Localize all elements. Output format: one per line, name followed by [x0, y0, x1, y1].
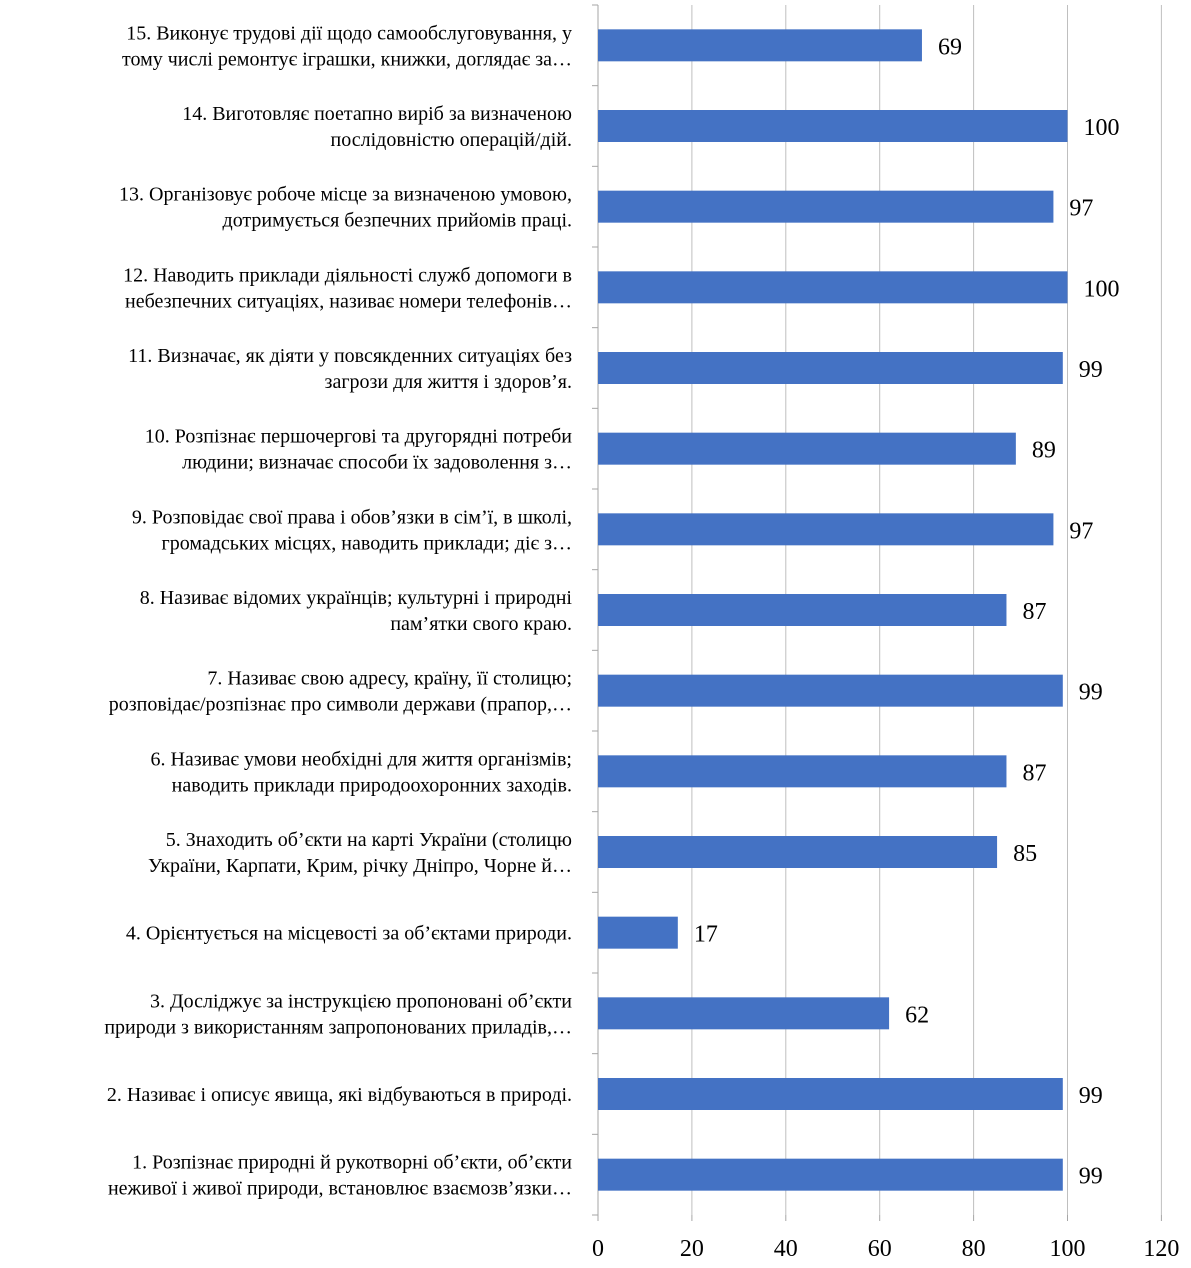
category-label: 14. Виготовляє поетапно виріб за визначе…: [182, 103, 572, 125]
category-label: загрози для життя і здоров’я.: [325, 371, 572, 393]
data-label: 100: [1084, 276, 1120, 302]
x-tick-label: 60: [868, 1236, 892, 1262]
bar: [598, 674, 1063, 707]
category-label: тому числі ремонтує іграшки, книжки, дог…: [122, 48, 572, 70]
category-label: послідовністю операцій/дій.: [331, 129, 572, 151]
category-label: пам’ятки свого краю.: [390, 613, 572, 635]
data-label: 85: [1013, 841, 1037, 867]
category-label: 10. Розпізнає першочергові та другорядні…: [145, 426, 573, 448]
category-label: небезпечних ситуаціях, називає номери те…: [125, 290, 572, 312]
bars: [598, 29, 1068, 1191]
data-label: 99: [1079, 1083, 1103, 1109]
category-label: України, Карпати, Крим, річку Дніпро, Чо…: [148, 855, 572, 877]
data-label: 17: [694, 922, 718, 948]
category-label: 2. Називає і описує явища, які відбувают…: [107, 1084, 572, 1106]
category-label: 1. Розпізнає природні й рукотворні об’єк…: [132, 1152, 572, 1174]
bar: [598, 594, 1007, 626]
category-label: природи з використанням запропонованих п…: [104, 1016, 572, 1038]
category-label: дотримується безпечних прийомів праці.: [223, 210, 572, 232]
data-label: 97: [1069, 518, 1093, 544]
category-label: 7. Називає свою адресу, країну, її столи…: [207, 668, 572, 690]
category-label: розповідає/розпізнає про символи держави…: [109, 694, 572, 716]
category-label: неживої і живої природи, встановлює взає…: [108, 1178, 572, 1200]
x-tick-label: 0: [592, 1236, 604, 1262]
category-label: 9. Розповідає свої права і обов’язки в с…: [132, 506, 572, 528]
bar: [598, 29, 922, 62]
data-label: 87: [1022, 760, 1046, 786]
category-label: громадських місцях, наводить приклади; д…: [162, 532, 573, 554]
data-label: 99: [1079, 357, 1103, 383]
data-label: 87: [1022, 599, 1046, 625]
category-labels: 15. Виконує трудові дії щодо самообслуго…: [104, 22, 572, 1199]
category-label: 4. Орієнтується на місцевості за об’єкта…: [126, 923, 572, 945]
category-label: 12. Наводить приклади діяльності служб д…: [123, 264, 572, 286]
x-tick-label: 100: [1050, 1236, 1086, 1262]
data-label: 99: [1079, 1164, 1103, 1190]
category-label: 15. Виконує трудові дії щодо самообслуго…: [126, 22, 572, 44]
x-tick-label: 40: [774, 1236, 798, 1262]
bar: [598, 997, 890, 1030]
category-label: 6. Називає умови необхідні для життя орг…: [150, 748, 572, 770]
x-tick-labels: 0 20 40 60 80 100 120: [592, 1236, 1179, 1262]
bar: [598, 755, 1007, 788]
category-label: 11. Визначає, як діяти у повсякденних си…: [128, 345, 572, 367]
bar: [598, 110, 1068, 142]
data-label: 100: [1084, 115, 1120, 141]
bar: [598, 271, 1068, 304]
category-label: людини; визначає способи їх задоволення …: [182, 452, 572, 474]
data-label: 99: [1079, 680, 1103, 706]
bar: [598, 1158, 1063, 1191]
data-label: 62: [905, 1002, 929, 1028]
x-tick-label: 20: [680, 1236, 704, 1262]
data-labels: 69 100 97 100 99 89 97 87 99 87 85 17 62 99 99: [694, 34, 1120, 1189]
bar: [598, 836, 998, 868]
data-label: 97: [1069, 196, 1093, 222]
bar: [598, 352, 1063, 384]
category-label: 5. Знаходить об’єкти на карті України (с…: [166, 829, 572, 851]
bar: [598, 190, 1054, 223]
bar: [598, 432, 1016, 465]
bar: [598, 916, 678, 949]
category-label: 13. Організовує робоче місце за визначен…: [119, 184, 572, 206]
data-label: 89: [1032, 438, 1056, 464]
category-label: наводить приклади природоохоронних заход…: [172, 774, 572, 796]
category-label: 8. Називає відомих українців; культурні …: [140, 587, 573, 609]
data-label: 69: [938, 34, 962, 60]
category-label: 3. Досліджує за інструкцією пропоновані …: [150, 990, 572, 1012]
x-tick-label: 120: [1143, 1236, 1179, 1262]
bar: [598, 513, 1054, 546]
x-tick-label: 80: [962, 1236, 986, 1262]
bar: [598, 1078, 1063, 1110]
